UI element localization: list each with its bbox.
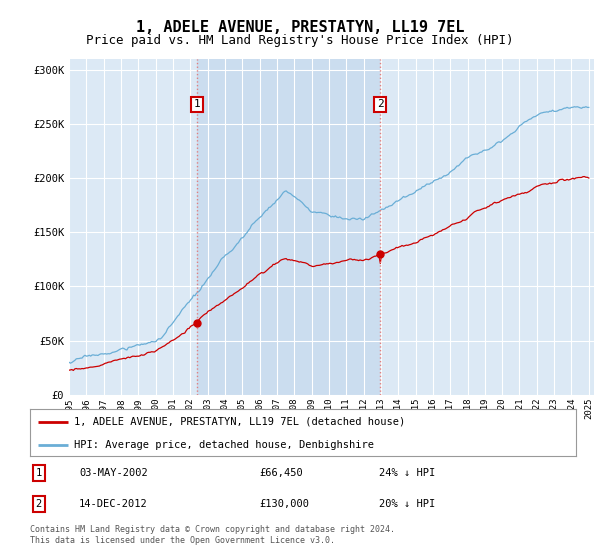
Text: £66,450: £66,450 <box>259 468 303 478</box>
Text: Price paid vs. HM Land Registry's House Price Index (HPI): Price paid vs. HM Land Registry's House … <box>86 34 514 46</box>
Text: 1, ADELE AVENUE, PRESTATYN, LL19 7EL: 1, ADELE AVENUE, PRESTATYN, LL19 7EL <box>136 20 464 35</box>
Text: 24% ↓ HPI: 24% ↓ HPI <box>379 468 436 478</box>
Text: 2: 2 <box>377 99 383 109</box>
Text: 03-MAY-2002: 03-MAY-2002 <box>79 468 148 478</box>
Text: 1, ADELE AVENUE, PRESTATYN, LL19 7EL (detached house): 1, ADELE AVENUE, PRESTATYN, LL19 7EL (de… <box>74 417 405 427</box>
Text: 14-DEC-2012: 14-DEC-2012 <box>79 499 148 509</box>
Text: Contains HM Land Registry data © Crown copyright and database right 2024.
This d: Contains HM Land Registry data © Crown c… <box>30 525 395 545</box>
Text: £130,000: £130,000 <box>259 499 310 509</box>
Text: 1: 1 <box>35 468 42 478</box>
Text: 20% ↓ HPI: 20% ↓ HPI <box>379 499 436 509</box>
Text: HPI: Average price, detached house, Denbighshire: HPI: Average price, detached house, Denb… <box>74 441 374 450</box>
Text: 1: 1 <box>193 99 200 109</box>
Bar <box>197 59 380 395</box>
Text: 2: 2 <box>35 499 42 509</box>
